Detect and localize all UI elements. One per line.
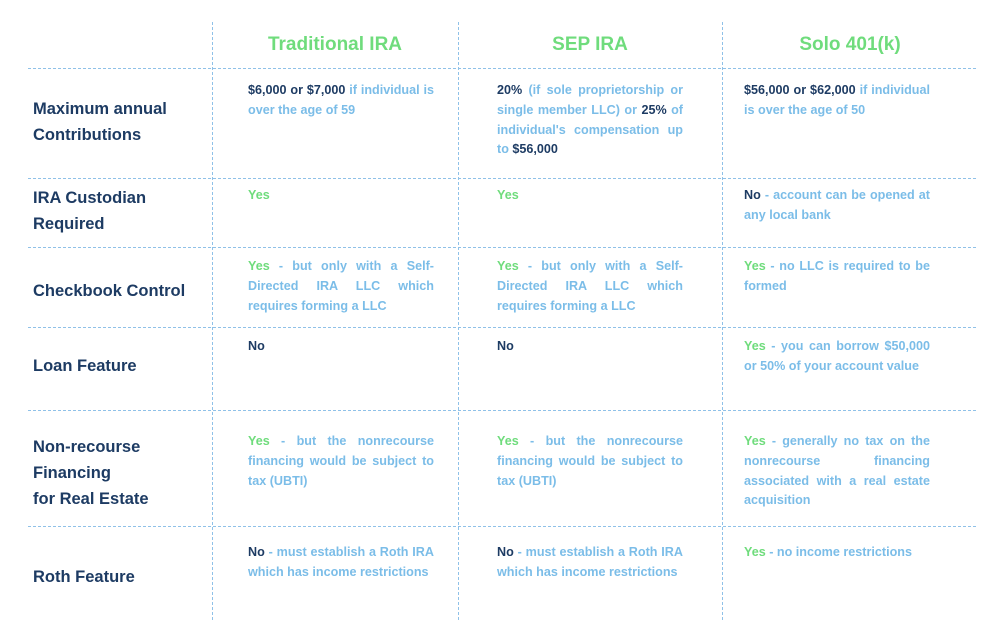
row-divider-2 bbox=[28, 247, 976, 248]
cell-custodian-traditional: Yes bbox=[248, 188, 270, 202]
cell-nonrecourse-sep: Yes - but the nonrecourse financing woul… bbox=[497, 434, 683, 488]
cell-checkbook-sep: Yes - but only with a Self-Directed IRA … bbox=[497, 259, 683, 313]
cell-roth-traditional: No - must establish a Roth IRA which has… bbox=[248, 545, 434, 579]
cell-checkbook-solo: Yes - no LLC is required to be formed bbox=[744, 259, 930, 293]
row-label-custodian: IRA Custodian Required bbox=[33, 189, 147, 233]
row-divider-1 bbox=[28, 178, 976, 179]
header-solo-401k: Solo 401(k) bbox=[799, 34, 901, 55]
row-divider-3 bbox=[28, 327, 976, 328]
cell-loan-sep: No bbox=[497, 339, 514, 353]
cell-loan-traditional: No bbox=[248, 339, 265, 353]
row-label-checkbook: Checkbook Control bbox=[33, 282, 186, 300]
cell-nonrecourse-traditional: Yes - but the nonrecourse financing woul… bbox=[248, 434, 434, 488]
cell-custodian-sep: Yes bbox=[497, 188, 519, 202]
cell-max-contrib-traditional: $6,000 or $7,000 if individual is over t… bbox=[248, 83, 434, 117]
row-label-loan: Loan Feature bbox=[33, 357, 137, 375]
column-divider-1 bbox=[212, 22, 213, 620]
row-divider-header bbox=[28, 68, 976, 69]
cell-nonrecourse-solo: Yes - generally no tax on the nonrecours… bbox=[744, 434, 930, 508]
cell-custodian-solo: No - account can be opened at any local … bbox=[744, 188, 930, 222]
row-divider-5 bbox=[28, 526, 976, 527]
row-label-nonrecourse: Non-recourse Financing for Real Estate bbox=[33, 438, 149, 508]
cell-max-contrib-sep: 20% (if sole proprietorship or single me… bbox=[497, 83, 684, 157]
row-divider-4 bbox=[28, 410, 976, 411]
cell-checkbook-traditional: Yes - but only with a Self-Directed IRA … bbox=[248, 259, 434, 313]
cell-roth-sep: No - must establish a Roth IRA which has… bbox=[497, 545, 683, 579]
row-label-max-contributions: Maximum annual Contributions bbox=[33, 100, 167, 144]
column-divider-2 bbox=[458, 22, 459, 620]
header-sep-ira: SEP IRA bbox=[552, 34, 628, 55]
cell-loan-solo: Yes - you can borrow $50,000 or 50% of y… bbox=[744, 339, 930, 373]
row-label-roth: Roth Feature bbox=[33, 568, 135, 586]
cell-max-contrib-solo: $56,000 or $62,000 if individual is over… bbox=[744, 83, 931, 117]
cell-roth-solo: Yes - no income restrictions bbox=[744, 545, 912, 559]
column-divider-3 bbox=[722, 22, 723, 620]
header-traditional-ira: Traditional IRA bbox=[267, 34, 403, 55]
